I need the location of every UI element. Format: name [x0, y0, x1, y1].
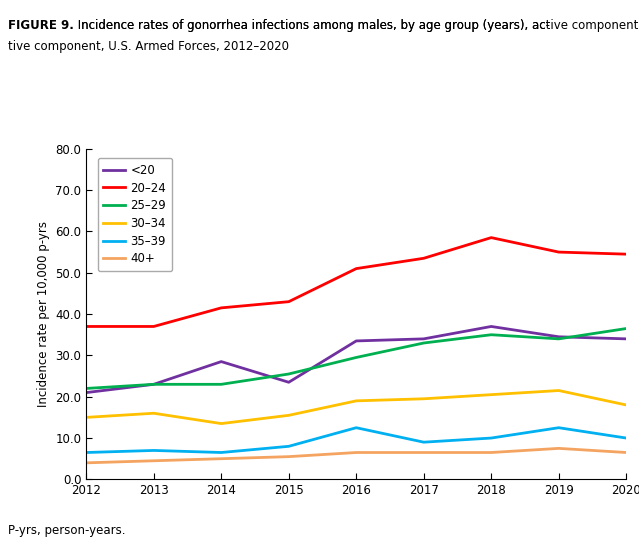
Line: 35–39: 35–39	[86, 428, 626, 452]
<20	[420, 336, 427, 342]
Line: <20: <20	[86, 326, 626, 392]
20–24	[150, 323, 158, 329]
40+	[150, 457, 158, 464]
30–34	[420, 396, 427, 402]
20–24	[285, 299, 293, 305]
35–39	[488, 435, 495, 441]
Line: 20–24: 20–24	[86, 237, 626, 326]
20–24	[555, 249, 562, 256]
<20	[622, 336, 630, 342]
<20	[150, 381, 158, 388]
35–39	[217, 449, 225, 456]
40+	[285, 453, 293, 460]
35–39	[285, 443, 293, 450]
25–29	[555, 336, 562, 342]
25–29	[488, 331, 495, 338]
35–39	[352, 424, 360, 431]
25–29	[82, 385, 90, 392]
20–24	[420, 255, 427, 262]
Line: 40+: 40+	[86, 449, 626, 463]
40+	[555, 445, 562, 452]
20–24	[622, 251, 630, 257]
25–29	[622, 325, 630, 332]
40+	[420, 449, 427, 456]
25–29	[420, 339, 427, 347]
<20	[352, 338, 360, 344]
40+	[622, 449, 630, 456]
30–34	[150, 410, 158, 417]
Line: 25–29: 25–29	[86, 328, 626, 388]
<20	[217, 358, 225, 365]
Text: P-yrs, person-years.: P-yrs, person-years.	[8, 524, 126, 537]
30–34	[82, 414, 90, 421]
30–34	[622, 402, 630, 408]
Text: Incidence rates of gonorrhea infections among males, by age group (years), activ: Incidence rates of gonorrhea infections …	[74, 19, 639, 33]
20–24	[217, 305, 225, 311]
25–29	[285, 371, 293, 377]
Line: 30–34: 30–34	[86, 391, 626, 424]
35–39	[622, 435, 630, 441]
35–39	[420, 439, 427, 445]
Legend: <20, 20–24, 25–29, 30–34, 35–39, 40+: <20, 20–24, 25–29, 30–34, 35–39, 40+	[98, 158, 173, 272]
20–24	[488, 234, 495, 241]
Text: FIGURE 9.: FIGURE 9.	[8, 19, 74, 33]
35–39	[555, 424, 562, 431]
<20	[285, 379, 293, 386]
40+	[488, 449, 495, 456]
30–34	[555, 387, 562, 394]
20–24	[352, 265, 360, 272]
35–39	[82, 449, 90, 456]
<20	[488, 323, 495, 329]
40+	[82, 460, 90, 466]
Text: tive component, U.S. Armed Forces, 2012–2020: tive component, U.S. Armed Forces, 2012–…	[8, 40, 289, 53]
40+	[217, 455, 225, 462]
<20	[82, 389, 90, 396]
25–29	[150, 381, 158, 388]
30–34	[285, 412, 293, 419]
Y-axis label: Incidence rate per 10,000 p-yrs: Incidence rate per 10,000 p-yrs	[37, 221, 50, 407]
25–29	[352, 354, 360, 361]
30–34	[217, 420, 225, 427]
20–24	[82, 323, 90, 329]
25–29	[217, 381, 225, 388]
Text: Incidence rates of gonorrhea infections among males, by age group (years), ac-: Incidence rates of gonorrhea infections …	[74, 19, 550, 33]
30–34	[488, 391, 495, 398]
<20	[555, 333, 562, 340]
30–34	[352, 398, 360, 404]
40+	[352, 449, 360, 456]
35–39	[150, 447, 158, 454]
